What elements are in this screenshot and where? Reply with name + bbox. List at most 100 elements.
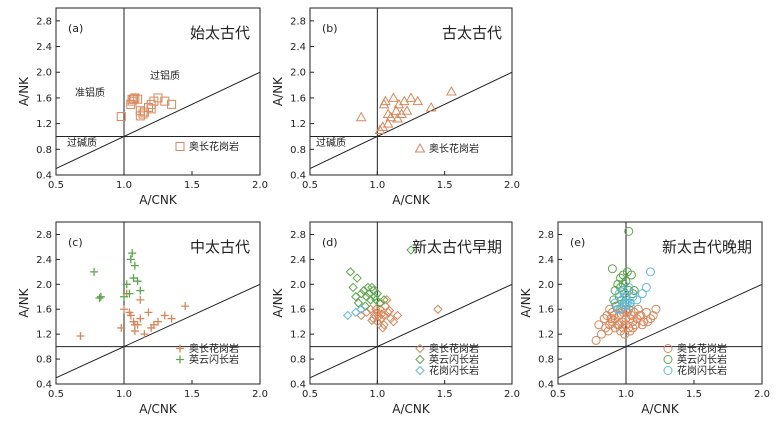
field-label: 过碱质 [67,136,97,149]
y-tick-label: 2.8 [36,16,52,27]
panel-label: (b) [322,22,338,35]
data-point [120,305,128,314]
legend-label: 花岗闪长岩 [677,364,727,377]
data-point [375,298,385,308]
legend-label: 奥长花岗岩 [677,342,727,355]
data-point [130,261,139,270]
data-point [591,335,601,345]
data-point [128,249,137,258]
data-point [621,276,631,286]
data-point [117,323,126,332]
data-point [369,292,380,302]
legend-label: 花岗闪长岩 [429,364,479,377]
data-point [401,105,413,115]
y-tick-label: 2.8 [36,230,52,241]
y-tick-label: 1.6 [290,305,306,316]
data-point [130,93,140,103]
legend-marker [663,344,673,353]
data-point [90,267,99,276]
data-point [382,108,394,118]
data-point [136,295,145,304]
x-tick-label: 2.0 [504,389,520,400]
data-point [154,317,162,326]
panel-e: 0.5 1.0 1.5 2.0 0.4 0.8 1.2 1.6 2.0 2.4 2.8 A/CNK A/… [519,221,770,416]
data-point [76,332,85,341]
series-diamond [356,295,443,333]
data-point [648,310,658,320]
y-tick-label: 0.8 [538,355,554,366]
diagonal-line [558,283,762,379]
data-point [167,99,177,109]
y-tick-label: 2.8 [290,16,306,27]
data-point [130,327,139,336]
data-point [125,308,134,317]
diagonal-line [310,283,512,379]
data-point [624,226,634,236]
data-point [625,326,635,336]
legend-marker [175,142,185,151]
data-point [367,282,377,293]
legend-label: 奥长花岗岩 [189,140,239,153]
y-tick-label: 2.0 [538,280,554,291]
y-tick-label: 1.2 [290,119,306,130]
data-point [636,310,646,320]
x-tick-label: 1.0 [369,389,385,400]
x-tick-label: 1.5 [184,389,200,400]
data-point [136,286,145,295]
series-triangle [355,85,457,135]
data-point [618,286,628,296]
data-point [392,112,403,123]
x-tick-label: 2.0 [504,180,520,191]
y-tick-label: 0.8 [290,355,306,366]
data-point [167,314,176,323]
data-point [376,309,387,319]
panel-a: 0.5 1.0 1.5 2.0 0.4 0.8 1.2 1.6 2.0 2.4 2.8 A/CNK A/… [17,7,268,207]
data-point [379,295,389,305]
plot-frame [55,221,261,385]
y-tick-label: 2.0 [36,68,52,79]
data-point [353,298,364,308]
legend: 奥长花岗岩 [175,140,239,153]
y-tick-label: 1.2 [290,330,306,341]
data-point [594,320,604,330]
x-tick-label: 0.5 [550,389,566,400]
y-tick-label: 1.6 [36,305,52,316]
plot-frame [309,221,513,385]
y-tick-label: 2.4 [290,42,306,53]
data-point [406,245,416,255]
x-tick-label: 0.5 [48,180,64,191]
data-point [405,92,417,102]
data-point [607,264,617,274]
data-point [628,323,638,333]
data-point [390,105,402,115]
data-point [388,316,399,327]
data-point [641,282,651,292]
data-point [618,279,628,289]
data-point [359,285,369,296]
data-point [614,292,624,302]
data-point [380,95,391,106]
data-point [388,92,399,102]
data-point [149,320,158,329]
data-point [651,304,661,314]
data-point [446,85,457,96]
legend-label: 英云闪长岩 [677,353,727,366]
data-point [160,311,169,320]
data-point [609,310,619,320]
series-square [116,93,177,122]
data-point [379,320,389,330]
y-tick-label: 1.2 [36,119,52,130]
x-tick-label: 0.5 [302,389,318,400]
data-point [616,273,626,283]
y-tick-label: 0.8 [36,145,52,156]
series-diamond [342,304,366,321]
data-point [433,304,443,314]
y-tick-label: 2.4 [538,255,554,266]
panel-title: 新太古代晚期 [662,238,752,256]
data-point [371,295,381,305]
y-tick-label: 2.0 [36,280,52,291]
x-tick-label: 0.5 [302,180,318,191]
data-point [367,315,377,326]
